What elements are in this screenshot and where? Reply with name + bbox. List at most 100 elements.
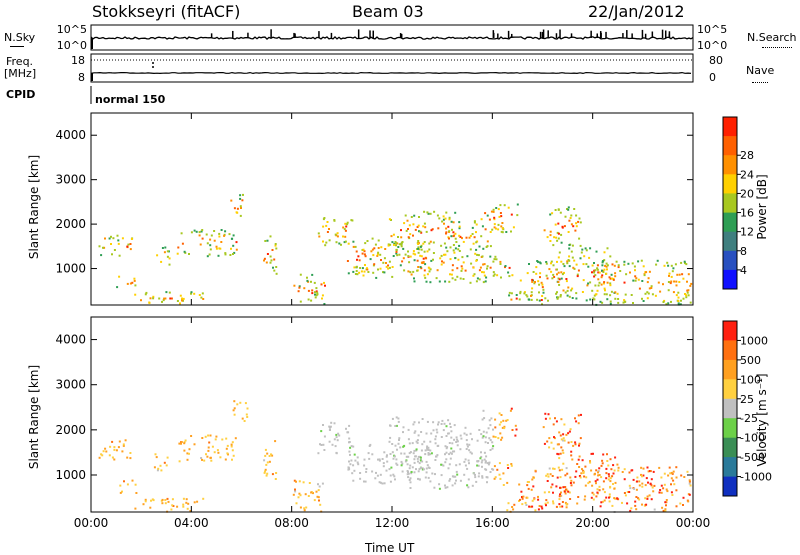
velocity-cell bbox=[115, 449, 118, 452]
velocity-cell bbox=[577, 414, 580, 417]
velocity-cells bbox=[98, 400, 692, 513]
velocity-cell bbox=[601, 459, 604, 462]
power-cell bbox=[559, 295, 562, 298]
power-cell bbox=[568, 255, 571, 258]
power-cell bbox=[549, 213, 552, 216]
power-cell bbox=[232, 244, 235, 247]
power-cell bbox=[571, 256, 574, 259]
velocity-cell bbox=[186, 458, 189, 461]
power-cell bbox=[269, 261, 272, 264]
power-cell bbox=[208, 253, 211, 256]
velocity-cell bbox=[537, 498, 540, 501]
power-cell bbox=[606, 298, 609, 301]
velocity-cell bbox=[506, 419, 509, 421]
power-cell bbox=[410, 216, 413, 218]
power-cell bbox=[550, 260, 553, 263]
velocity-cell bbox=[646, 466, 649, 469]
power-cell bbox=[562, 289, 565, 292]
power-cell bbox=[427, 266, 430, 269]
power-cell bbox=[429, 240, 432, 243]
velocity-cell bbox=[335, 436, 338, 439]
power-cell bbox=[373, 263, 376, 266]
velocity-cell bbox=[458, 463, 461, 466]
velocity-cell bbox=[183, 442, 186, 445]
velocity-cell bbox=[498, 462, 501, 465]
velocity-cell bbox=[435, 428, 438, 431]
velocity-cell bbox=[569, 428, 572, 431]
power-cell bbox=[450, 273, 453, 276]
power-cell bbox=[539, 262, 542, 265]
velocity-cell bbox=[371, 453, 374, 456]
velocity-cell bbox=[163, 461, 166, 464]
velocity-cell bbox=[675, 476, 678, 479]
velocity-cell bbox=[353, 469, 356, 472]
noise-right-tick: 10^0 bbox=[697, 39, 727, 52]
velocity-cell bbox=[188, 448, 191, 451]
power-cell bbox=[310, 299, 313, 302]
power-cell bbox=[324, 244, 327, 247]
power-cell bbox=[441, 260, 443, 263]
power-cell bbox=[482, 281, 485, 284]
power-cell bbox=[682, 297, 685, 300]
power-cell bbox=[623, 300, 626, 303]
velocity-cell bbox=[468, 462, 470, 465]
power-cell bbox=[685, 294, 688, 297]
noise-right-tick: 10^5 bbox=[697, 23, 727, 36]
velocity-cell bbox=[484, 436, 487, 439]
power-cell bbox=[338, 242, 341, 245]
velocity-cell bbox=[441, 419, 444, 422]
power-cell bbox=[239, 197, 242, 200]
power-cell bbox=[465, 236, 468, 239]
power-cell bbox=[414, 253, 417, 256]
velocity-cell bbox=[530, 488, 533, 491]
velocity-cell bbox=[579, 476, 582, 479]
power-cell bbox=[390, 235, 393, 238]
power-cell bbox=[576, 275, 579, 278]
power-cell bbox=[557, 271, 560, 274]
power-colorbar-tick-label: 16 bbox=[740, 207, 754, 220]
power-cell bbox=[420, 255, 423, 258]
power-cell bbox=[454, 211, 457, 214]
freq-panel-frame bbox=[90, 53, 694, 83]
power-cell bbox=[557, 208, 560, 211]
power-cell bbox=[156, 254, 159, 257]
power-cell bbox=[190, 291, 193, 294]
velocity-cell bbox=[455, 464, 458, 467]
power-cell bbox=[492, 210, 495, 213]
power-cell bbox=[541, 303, 543, 306]
power-cell bbox=[452, 221, 455, 224]
power-cell bbox=[583, 255, 586, 258]
power-cell bbox=[687, 289, 690, 292]
power-colorbar-frame bbox=[722, 116, 738, 290]
power-cell bbox=[685, 263, 688, 266]
power-cell bbox=[113, 249, 116, 251]
velocity-cell bbox=[420, 466, 422, 469]
power-cell bbox=[168, 291, 171, 294]
power-cell bbox=[201, 229, 204, 231]
velocity-cell bbox=[379, 481, 382, 484]
velocity-cell bbox=[565, 503, 568, 506]
power-cell bbox=[183, 250, 186, 253]
power-cell bbox=[542, 288, 545, 291]
velocity-cell bbox=[563, 423, 566, 426]
power-cell bbox=[344, 235, 347, 238]
velocity-cell bbox=[494, 476, 497, 479]
velocity-cell bbox=[421, 460, 424, 463]
velocity-cell bbox=[196, 500, 199, 503]
power-cell bbox=[293, 284, 296, 287]
velocity-cell bbox=[425, 467, 428, 470]
velocity-cell bbox=[548, 467, 551, 470]
freq-label-line2: [MHz] bbox=[4, 67, 37, 80]
power-cell bbox=[516, 203, 519, 206]
velocity-cell bbox=[379, 473, 382, 476]
velocity-cell bbox=[557, 453, 560, 456]
velocity-cell bbox=[464, 458, 467, 461]
power-cell bbox=[677, 291, 680, 294]
velocity-cell bbox=[394, 478, 396, 481]
power-cell bbox=[445, 246, 448, 249]
power-cell bbox=[622, 301, 625, 304]
power-cell bbox=[448, 237, 450, 240]
power-cell bbox=[458, 225, 461, 228]
velocity-cell bbox=[550, 441, 553, 444]
power-cell bbox=[418, 216, 420, 218]
